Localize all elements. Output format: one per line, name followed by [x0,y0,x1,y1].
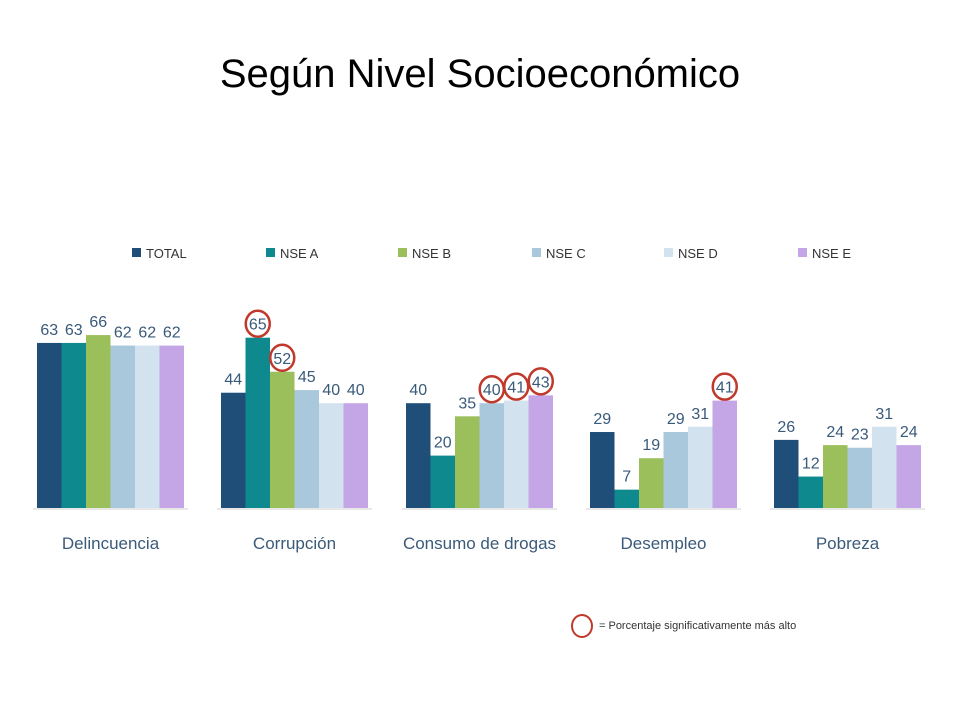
highlight-circle-consumo-de-drogas-nse-d [503,372,530,401]
data-label-delincuencia-nse-e: 62 [163,325,181,342]
bar-delincuencia-total [37,342,62,508]
data-label-pobreza-nse-c: 23 [851,427,869,444]
legend-swatch-nse-d [664,248,673,257]
bar-consumo-de-drogas-nse-a [430,455,455,508]
legend-swatch-nse-b [398,248,407,257]
data-label-consumo-de-drogas-nse-d: 41 [507,380,525,397]
data-label-delincuencia-nse-a: 63 [65,322,83,339]
highlight-note-text: = Porcentaje significativamente más alto [599,620,797,632]
bar-corrupcion-nse-c [294,390,319,508]
data-label-corrupcion-nse-e: 40 [347,382,365,399]
category-label-delincuencia: Delincuencia [62,534,160,553]
highlight-circle-desempleo-nse-e [711,372,738,401]
bar-consumo-de-drogas-total [406,403,431,508]
bar-pobreza-nse-a [798,476,823,508]
bar-pobreza-nse-e [896,445,921,508]
legend-label-nse-c: NSE C [546,246,586,261]
highlight-circle-icon [571,614,593,638]
data-label-corrupcion-nse-b: 52 [273,351,291,368]
bar-desempleo-nse-e [712,400,737,508]
legend-label-nse-b: NSE B [412,246,451,261]
legend-label-nse-a: NSE A [280,246,319,261]
bar-desempleo-nse-a [614,489,639,508]
legend-swatch-nse-c [532,248,541,257]
category-label-consumo-de-drogas: Consumo de drogas [403,534,556,553]
data-label-pobreza-total: 26 [777,419,795,436]
legend-label-total: TOTAL [146,246,187,261]
bar-corrupcion-nse-d [319,403,344,508]
bar-desempleo-total [590,432,615,508]
data-label-consumo-de-drogas-nse-e: 43 [532,374,550,391]
bar-corrupcion-nse-e [343,403,368,508]
bar-delincuencia-nse-e [159,345,184,508]
data-label-pobreza-nse-d: 31 [875,406,893,423]
data-label-desempleo-nse-b: 19 [642,437,660,454]
data-label-desempleo-nse-c: 29 [667,411,685,428]
category-label-pobreza: Pobreza [816,534,880,553]
bar-desempleo-nse-c [663,432,688,508]
page-title: Según Nivel Socioeconómico [219,52,741,96]
bar-pobreza-total [774,439,799,508]
data-label-consumo-de-drogas-nse-c: 40 [483,382,501,399]
legend-swatch-nse-a [266,248,275,257]
highlight-note: = Porcentaje significativamente más alto [571,612,796,640]
data-label-desempleo-total: 29 [593,411,611,428]
bar-desempleo-nse-b [639,458,664,508]
bar-consumo-de-drogas-nse-b [455,416,480,508]
bar-corrupcion-nse-b [270,371,295,508]
data-label-pobreza-nse-b: 24 [826,424,844,441]
bar-delincuencia-nse-b [86,335,111,508]
data-label-consumo-de-drogas-nse-a: 20 [434,435,452,452]
category-label-desempleo: Desempleo [621,534,707,553]
bar-pobreza-nse-c [847,447,872,508]
data-label-delincuencia-total: 63 [40,322,58,339]
legend-label-nse-e: NSE E [812,246,851,261]
data-label-desempleo-nse-a: 7 [622,469,631,486]
data-label-delincuencia-nse-d: 62 [138,325,156,342]
data-label-corrupcion-total: 44 [224,372,242,389]
bar-delincuencia-nse-c [110,345,135,508]
bar-pobreza-nse-b [823,445,848,508]
data-label-corrupcion-nse-d: 40 [322,382,340,399]
data-label-consumo-de-drogas-total: 40 [409,382,427,399]
bar-delincuencia-nse-d [135,345,160,508]
bar-corrupcion-nse-a [245,337,270,508]
data-label-delincuencia-nse-c: 62 [114,325,132,342]
highlight-circle-corrupcion-nse-a [244,309,271,338]
data-label-corrupcion-nse-a: 65 [249,317,267,334]
category-label-corrupcion: Corrupción [253,534,336,553]
data-label-pobreza-nse-e: 24 [900,424,918,441]
bar-consumo-de-drogas-nse-e [528,395,553,508]
data-label-delincuencia-nse-b: 66 [89,314,107,331]
bar-desempleo-nse-d [688,426,713,508]
legend-label-nse-d: NSE D [678,246,718,261]
legend-swatch-total [132,248,141,257]
data-label-corrupcion-nse-c: 45 [298,369,316,386]
bar-corrupcion-total [221,392,246,508]
bar-consumo-de-drogas-nse-c [479,403,504,508]
highlight-circle-corrupcion-nse-b [269,343,296,373]
data-label-desempleo-nse-d: 31 [691,406,709,423]
data-label-pobreza-nse-a: 12 [802,456,820,473]
data-label-consumo-de-drogas-nse-b: 35 [458,395,476,412]
bar-delincuencia-nse-a [61,342,86,508]
data-label-desempleo-nse-e: 41 [716,380,734,397]
bar-consumo-de-drogas-nse-d [504,400,529,508]
highlight-circle-consumo-de-drogas-nse-e [527,367,554,396]
bar-pobreza-nse-d [872,426,897,508]
legend-swatch-nse-e [798,248,807,257]
